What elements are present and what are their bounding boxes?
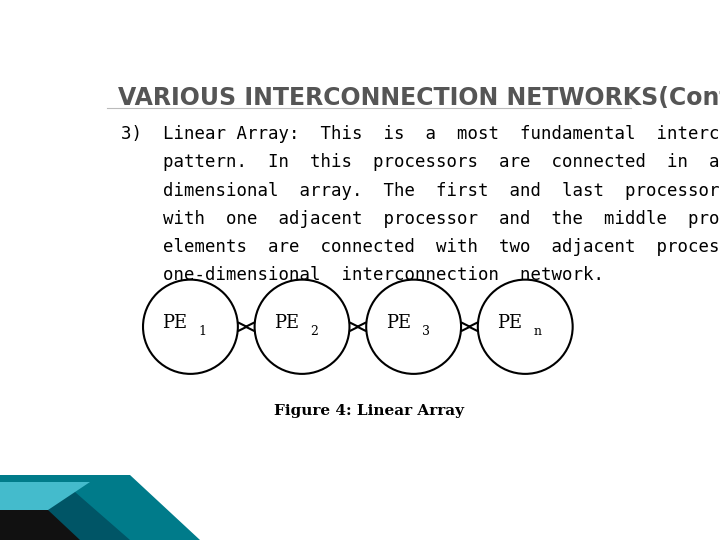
Polygon shape bbox=[0, 510, 80, 540]
Ellipse shape bbox=[143, 280, 238, 374]
Text: n: n bbox=[534, 325, 541, 338]
Text: 3)  Linear Array:  This  is  a  most  fundamental  interconnection: 3) Linear Array: This is a most fundamen… bbox=[121, 125, 720, 143]
Ellipse shape bbox=[478, 280, 572, 374]
Text: PE: PE bbox=[163, 314, 188, 332]
Polygon shape bbox=[0, 482, 90, 510]
Text: 3: 3 bbox=[422, 325, 430, 338]
Text: with  one  adjacent  processor  and  the  middle  processing: with one adjacent processor and the midd… bbox=[121, 210, 720, 228]
Ellipse shape bbox=[255, 280, 349, 374]
Text: Figure 4: Linear Array: Figure 4: Linear Array bbox=[274, 404, 464, 417]
Ellipse shape bbox=[366, 280, 461, 374]
Text: 1: 1 bbox=[199, 325, 207, 338]
Text: VARIOUS INTERCONNECTION NETWORKS(Cont..): VARIOUS INTERCONNECTION NETWORKS(Cont..) bbox=[118, 85, 720, 110]
Text: elements  are  connected  with  two  adjacent  processors.  It  is  a: elements are connected with two adjacent… bbox=[121, 238, 720, 256]
Text: PE: PE bbox=[274, 314, 300, 332]
Text: one-dimensional  interconnection  network.: one-dimensional interconnection network. bbox=[121, 266, 603, 285]
Text: dimensional  array.  The  first  and  last  processors  are  connected: dimensional array. The first and last pr… bbox=[121, 181, 720, 200]
Polygon shape bbox=[0, 492, 130, 540]
Text: PE: PE bbox=[498, 314, 523, 332]
Text: pattern.  In  this  processors  are  connected  in  a  linear  one-: pattern. In this processors are connecte… bbox=[121, 153, 720, 171]
Text: PE: PE bbox=[386, 314, 411, 332]
Polygon shape bbox=[0, 475, 200, 540]
Text: 2: 2 bbox=[310, 325, 318, 338]
